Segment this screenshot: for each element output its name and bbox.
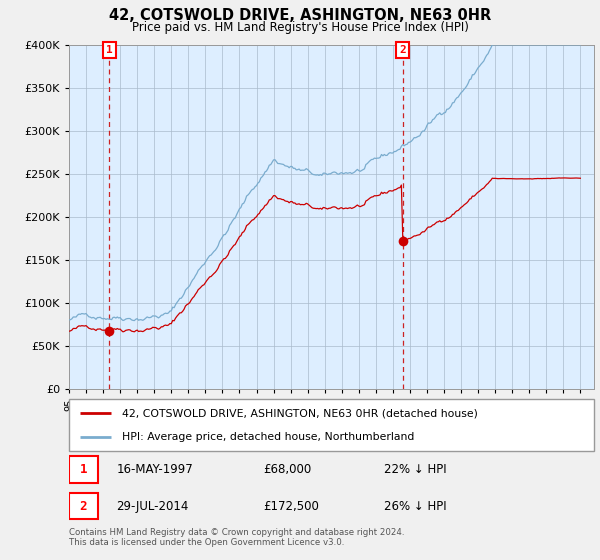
Text: 42, COTSWOLD DRIVE, ASHINGTON, NE63 0HR: 42, COTSWOLD DRIVE, ASHINGTON, NE63 0HR — [109, 8, 491, 24]
Text: HPI: Average price, detached house, Northumberland: HPI: Average price, detached house, Nort… — [121, 432, 414, 442]
Text: £172,500: £172,500 — [263, 500, 319, 512]
Text: 29-JUL-2014: 29-JUL-2014 — [116, 500, 188, 512]
Text: 26% ↓ HPI: 26% ↓ HPI — [384, 500, 446, 512]
Text: 22% ↓ HPI: 22% ↓ HPI — [384, 463, 446, 476]
Text: 16-MAY-1997: 16-MAY-1997 — [116, 463, 193, 476]
Text: 2: 2 — [80, 500, 87, 512]
Text: Price paid vs. HM Land Registry's House Price Index (HPI): Price paid vs. HM Land Registry's House … — [131, 21, 469, 34]
FancyBboxPatch shape — [69, 456, 98, 483]
Text: £68,000: £68,000 — [263, 463, 311, 476]
Text: Contains HM Land Registry data © Crown copyright and database right 2024.
This d: Contains HM Land Registry data © Crown c… — [69, 528, 404, 547]
Text: 42, COTSWOLD DRIVE, ASHINGTON, NE63 0HR (detached house): 42, COTSWOLD DRIVE, ASHINGTON, NE63 0HR … — [121, 408, 478, 418]
Text: 1: 1 — [106, 45, 113, 55]
FancyBboxPatch shape — [69, 399, 594, 451]
Text: 2: 2 — [399, 45, 406, 55]
Text: 1: 1 — [80, 463, 87, 476]
FancyBboxPatch shape — [69, 493, 98, 520]
